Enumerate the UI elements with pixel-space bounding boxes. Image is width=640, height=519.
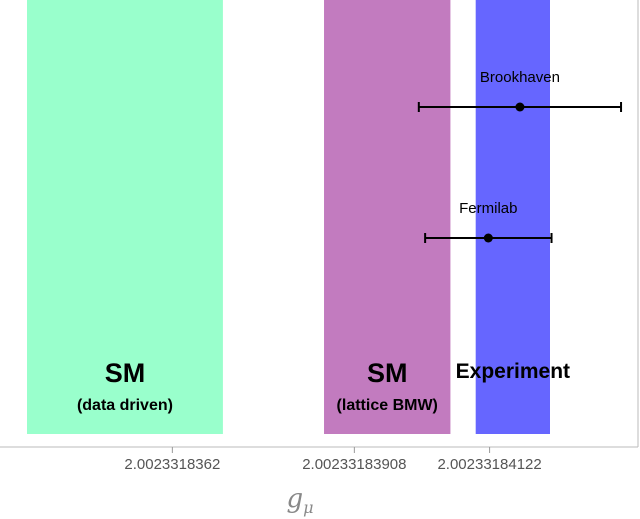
band-title-2: Experiment [456, 360, 570, 383]
x-tick-label-1: 2.00233183908 [302, 456, 406, 473]
point-marker-0 [515, 102, 525, 112]
band-subtitle-1: (lattice BMW) [337, 397, 438, 414]
x-axis-title-main: g [286, 484, 303, 514]
point-label-1: Fermilab [459, 200, 517, 217]
band-title-1: SM [367, 358, 408, 388]
x-axis-title: gμ [286, 484, 313, 517]
band-title-0: SM [105, 358, 146, 388]
band-1 [324, 0, 451, 434]
band-subtitle-0: (data driven) [77, 397, 173, 414]
point-label-0: Brookhaven [480, 69, 560, 86]
bands-layer: SM (data driven) SM (lattice BMW) Experiment [27, 0, 570, 434]
band-0 [27, 0, 223, 434]
x-tick-label-0: 2.0023318362 [124, 456, 220, 473]
point-0: Brookhaven [417, 69, 623, 112]
x-tick-label-2: 2.00233184122 [437, 456, 541, 473]
point-marker-1 [483, 233, 493, 243]
point-1: Fermilab [424, 200, 553, 243]
x-axis-ticks: 2.0023318362 2.00233183908 2.00233184122 [124, 447, 542, 473]
x-axis-title-sub: μ [303, 498, 313, 517]
band-2 [475, 0, 550, 434]
points-layer: Brookhaven Fermilab [417, 69, 623, 243]
